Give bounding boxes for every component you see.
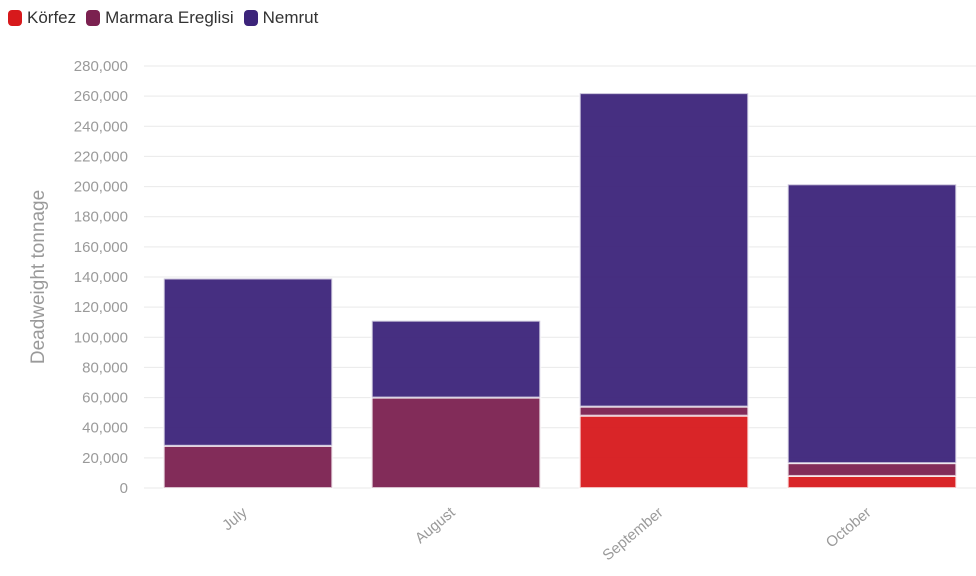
y-tick-label: 200,000: [74, 179, 128, 196]
y-tick-label: 60,000: [82, 390, 128, 407]
bar-segment-nemrut[interactable]: [580, 93, 748, 406]
x-tick-label: July: [219, 504, 251, 534]
x-tick-label: October: [823, 504, 875, 551]
bar-segment-k-rfez[interactable]: [788, 476, 956, 488]
y-tick-label: 100,000: [74, 329, 128, 346]
bar-segment-marmara-ereglisi[interactable]: [788, 463, 956, 476]
y-tick-label: 240,000: [74, 118, 128, 135]
y-tick-label: 260,000: [74, 88, 128, 105]
bar-segment-marmara-ereglisi[interactable]: [164, 446, 332, 488]
y-tick-label: 160,000: [74, 239, 128, 256]
y-tick-label: 20,000: [82, 450, 128, 467]
bar-segment-nemrut[interactable]: [788, 184, 956, 463]
y-tick-label: 140,000: [74, 269, 128, 286]
bar-segment-nemrut[interactable]: [164, 279, 332, 446]
bar-segment-k-rfez[interactable]: [580, 416, 748, 488]
x-axis-ticks: July August September October: [219, 504, 874, 565]
x-tick-label: September: [599, 504, 666, 564]
y-tick-label: 120,000: [74, 299, 128, 316]
bar-segment-nemrut[interactable]: [372, 321, 540, 398]
y-tick-label: 280,000: [74, 58, 128, 75]
y-axis-ticks: 0 20,000 40,000 60,000 80,000 100,000 120,000 1…: [74, 58, 128, 497]
y-tick-label: 180,000: [74, 209, 128, 226]
y-tick-label: 80,000: [82, 359, 128, 376]
y-axis-title: Deadweight tonnage: [28, 190, 49, 364]
bars: [164, 93, 956, 488]
y-tick-label: 220,000: [74, 148, 128, 165]
bar-segment-marmara-ereglisi[interactable]: [580, 407, 748, 416]
y-tick-label: 40,000: [82, 420, 128, 437]
bar-segment-marmara-ereglisi[interactable]: [372, 398, 540, 488]
y-tick-label: 0: [120, 480, 128, 497]
x-tick-label: August: [412, 504, 459, 548]
